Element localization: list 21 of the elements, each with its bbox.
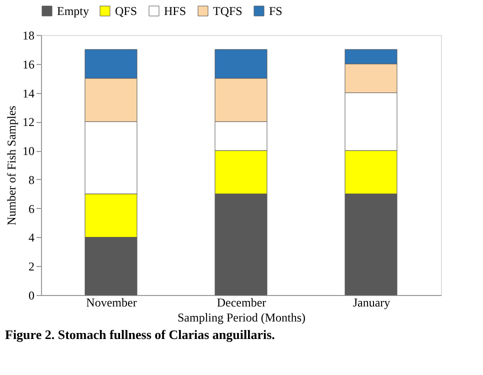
- y-tick-label: 0: [28, 288, 34, 302]
- x-tick-label: November: [86, 296, 137, 310]
- x-axis-title: Sampling Period (Months): [178, 310, 306, 324]
- y-tick-label: 8: [28, 172, 34, 187]
- legend-label: QFS: [115, 4, 138, 18]
- y-tick-label: 14: [22, 86, 34, 100]
- legend-label: HFS: [164, 4, 186, 18]
- y-axis-title: Number of Fish Samples: [4, 105, 18, 226]
- legend-label: Empty: [57, 4, 89, 18]
- y-tick-label: 18: [22, 28, 34, 42]
- legend-label: TQFS: [213, 4, 242, 18]
- y-tick-label: 2: [28, 260, 34, 274]
- x-tick-label: January: [352, 296, 390, 310]
- y-tick-label: 6: [28, 202, 34, 216]
- caption: Figure 2. Stomach fullness of Clarias anguillaris.: [5, 327, 275, 342]
- legend-label: FS: [269, 4, 282, 18]
- y-tick-label: 10: [22, 144, 34, 158]
- y-tick-label: 12: [22, 115, 34, 130]
- y-tick-label: 4: [28, 230, 34, 245]
- x-tick-label: December: [216, 296, 266, 310]
- y-tick-label: 16: [22, 57, 34, 72]
